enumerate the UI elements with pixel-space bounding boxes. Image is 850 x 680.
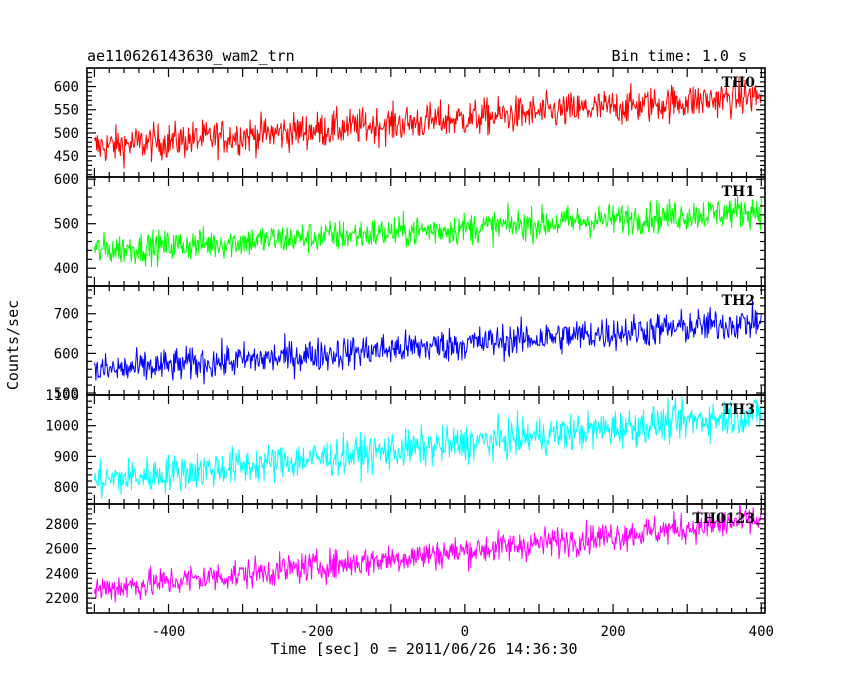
panel-th1: 400 500 600 TH1 bbox=[54, 172, 766, 287]
y-tick-label: 2400 bbox=[45, 566, 79, 582]
x-tick-label: -200 bbox=[300, 624, 334, 640]
y-tick-label: 400 bbox=[54, 261, 79, 277]
panel-label: TH2 bbox=[722, 293, 755, 309]
y-tick-label: 900 bbox=[54, 449, 79, 465]
chart-title-left: ae110626143630_wam2_trn bbox=[87, 47, 295, 65]
y-tick-label: 600 bbox=[54, 80, 79, 96]
panels-group: 450 500 550 600 TH0 400 500 600 TH1 500 600 700 TH2 8… bbox=[45, 67, 766, 614]
y-tick-label: 600 bbox=[54, 172, 79, 188]
y-axis-label: Counts/sec bbox=[4, 300, 22, 390]
y-tick-label: 2200 bbox=[45, 591, 79, 607]
x-tick-label: 400 bbox=[749, 624, 774, 640]
y-tick-label: 500 bbox=[54, 386, 79, 402]
y-tick-label: 2600 bbox=[45, 542, 79, 558]
series-trace-th3 bbox=[93, 396, 762, 499]
y-tick-label: 1100 bbox=[45, 388, 79, 404]
y-tick-label: 2800 bbox=[45, 517, 79, 533]
series-trace-th0123 bbox=[93, 504, 762, 603]
panel-th3: 800 900 1000 1100 TH3 bbox=[45, 388, 766, 505]
series-trace-th2 bbox=[93, 299, 762, 385]
x-tick-label: 0 bbox=[461, 624, 469, 640]
x-axis-label: Time [sec] 0 = 2011/06/26 14:36:30 bbox=[270, 640, 577, 658]
y-tick-label: 700 bbox=[54, 307, 79, 323]
series-trace-th1 bbox=[93, 196, 762, 268]
panel-frame bbox=[86, 285, 766, 396]
panel-frame bbox=[86, 67, 766, 178]
x-axis: -400 -200 0 200 400 bbox=[152, 624, 774, 640]
panel-frame bbox=[86, 503, 766, 614]
y-tick-label: 550 bbox=[54, 103, 79, 119]
chart-title-right: Bin time: 1.0 s bbox=[612, 47, 747, 65]
x-tick-label: 200 bbox=[600, 624, 625, 640]
y-tick-label: 800 bbox=[54, 480, 79, 496]
y-tick-label: 500 bbox=[54, 126, 79, 142]
y-tick-label: 1000 bbox=[45, 419, 79, 435]
y-tick-label: 500 bbox=[54, 217, 79, 233]
panel-label: TH0123 bbox=[692, 511, 755, 527]
panel-label: TH1 bbox=[722, 184, 755, 200]
panel-label: TH3 bbox=[722, 402, 755, 418]
panel-th0123: 2200 2400 2600 2800 TH0123 bbox=[45, 503, 766, 614]
y-tick-label: 600 bbox=[54, 346, 79, 362]
panel-label: TH0 bbox=[722, 75, 756, 91]
y-tick-label: 450 bbox=[54, 149, 79, 165]
series-trace-th0 bbox=[93, 76, 762, 169]
x-tick-label: -400 bbox=[152, 624, 186, 640]
panel-th0: 450 500 550 600 TH0 bbox=[54, 67, 766, 178]
panel-th2: 500 600 700 TH2 bbox=[54, 285, 766, 402]
